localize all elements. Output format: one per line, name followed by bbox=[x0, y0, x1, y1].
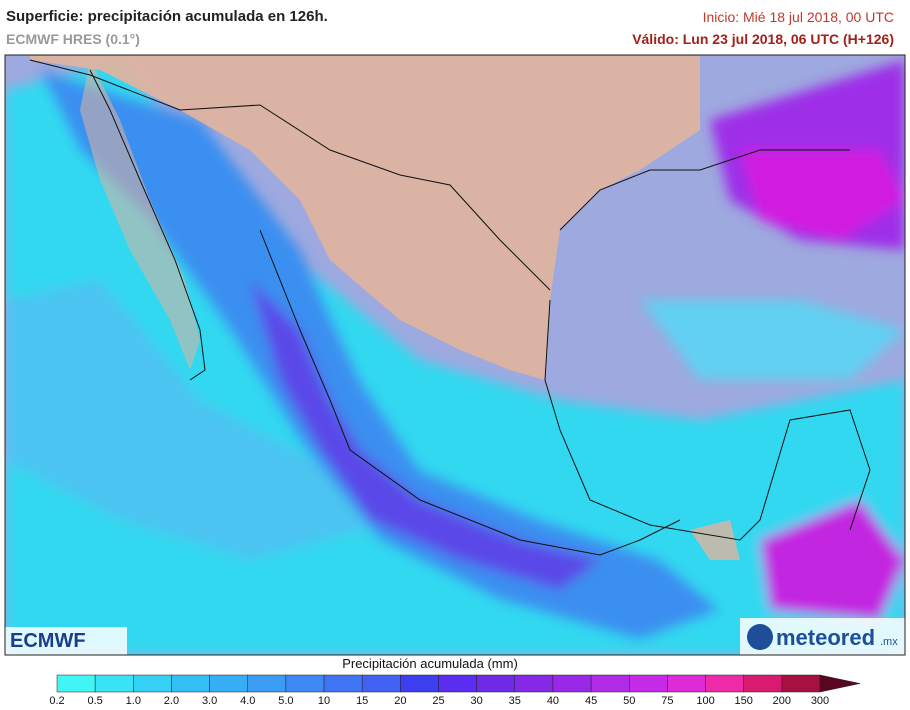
colorbar-swatch bbox=[285, 674, 325, 693]
map-area: ECMWF meteored .mx bbox=[5, 55, 905, 655]
colorbar-swatch bbox=[514, 674, 554, 693]
colorbar-swatch bbox=[590, 674, 630, 693]
colorbar-tick-label: 35 bbox=[509, 695, 521, 707]
colorbar-swatch bbox=[209, 674, 249, 693]
colorbar-swatch bbox=[438, 674, 477, 693]
colorbar-tick-label: 0.5 bbox=[88, 695, 103, 707]
colorbar-swatch bbox=[94, 674, 134, 693]
colorbar-tick-label: 40 bbox=[547, 695, 559, 707]
colorbar-swatch bbox=[361, 674, 401, 693]
colorbar-tick-label: 1.0 bbox=[126, 695, 141, 707]
colorbar-swatch bbox=[400, 674, 439, 693]
colorbar: 0.2 0.5 1.0 2.0 3.0 4.0 5.0 10 15 20 25 30 35 40 45 50 7… bbox=[49, 674, 861, 707]
colorbar-tick-label: 5.0 bbox=[278, 695, 293, 707]
model: ECMWF HRES (0.1°) bbox=[6, 31, 140, 47]
colorbar-tick-label: 75 bbox=[661, 695, 673, 707]
colorbar-arrow bbox=[819, 674, 861, 693]
valid-time: Válido: Lun 23 jul 2018, 06 UTC (H+126) bbox=[632, 31, 894, 47]
title: Superficie: precipitación acumulada en 1… bbox=[6, 8, 328, 25]
colorbar-tick-label: 2.0 bbox=[164, 695, 179, 707]
init-time: Inicio: Mié 18 jul 2018, 00 UTC bbox=[702, 9, 894, 25]
colorbar-tick-label: 100 bbox=[696, 695, 714, 707]
colorbar-swatch bbox=[629, 674, 668, 693]
colorbar-swatch bbox=[743, 674, 783, 693]
colorbar-swatch bbox=[552, 674, 592, 693]
legend-title: Precipitación acumulada (mm) bbox=[342, 656, 518, 671]
colorbar-swatch bbox=[247, 674, 287, 693]
colorbar-tick-label: 4.0 bbox=[240, 695, 255, 707]
ecmwf-logo: ECMWF bbox=[10, 630, 86, 652]
colorbar-swatch bbox=[133, 674, 172, 693]
colorbar-tick-label: 15 bbox=[356, 695, 368, 707]
colorbar-tick-label: 30 bbox=[471, 695, 483, 707]
meteored-suffix: .mx bbox=[880, 636, 898, 648]
colorbar-swatch bbox=[323, 674, 363, 693]
meteored-logo: meteored bbox=[776, 625, 875, 650]
colorbar-tick-label: 45 bbox=[585, 695, 597, 707]
colorbar-tick-label: 25 bbox=[432, 695, 444, 707]
map-frame bbox=[4, 54, 906, 656]
colorbar-tick-label: 50 bbox=[623, 695, 635, 707]
colorbar-swatch bbox=[667, 674, 706, 693]
colorbar-swatch bbox=[781, 674, 821, 693]
colorbar-tick-label: 0.2 bbox=[49, 695, 64, 707]
colorbar-tick-label: 150 bbox=[735, 695, 753, 707]
colorbar-swatch bbox=[56, 674, 96, 693]
colorbar-tick-label: 20 bbox=[394, 695, 406, 707]
colorbar-swatch bbox=[171, 674, 210, 693]
colorbar-tick-label: 10 bbox=[318, 695, 330, 707]
colorbar-tick-label: 300 bbox=[811, 695, 829, 707]
colorbar-swatch bbox=[705, 674, 744, 693]
colorbar-tick-label: 3.0 bbox=[202, 695, 217, 707]
colorbar-swatch bbox=[476, 674, 516, 693]
colorbar-tick-label: 200 bbox=[773, 695, 791, 707]
